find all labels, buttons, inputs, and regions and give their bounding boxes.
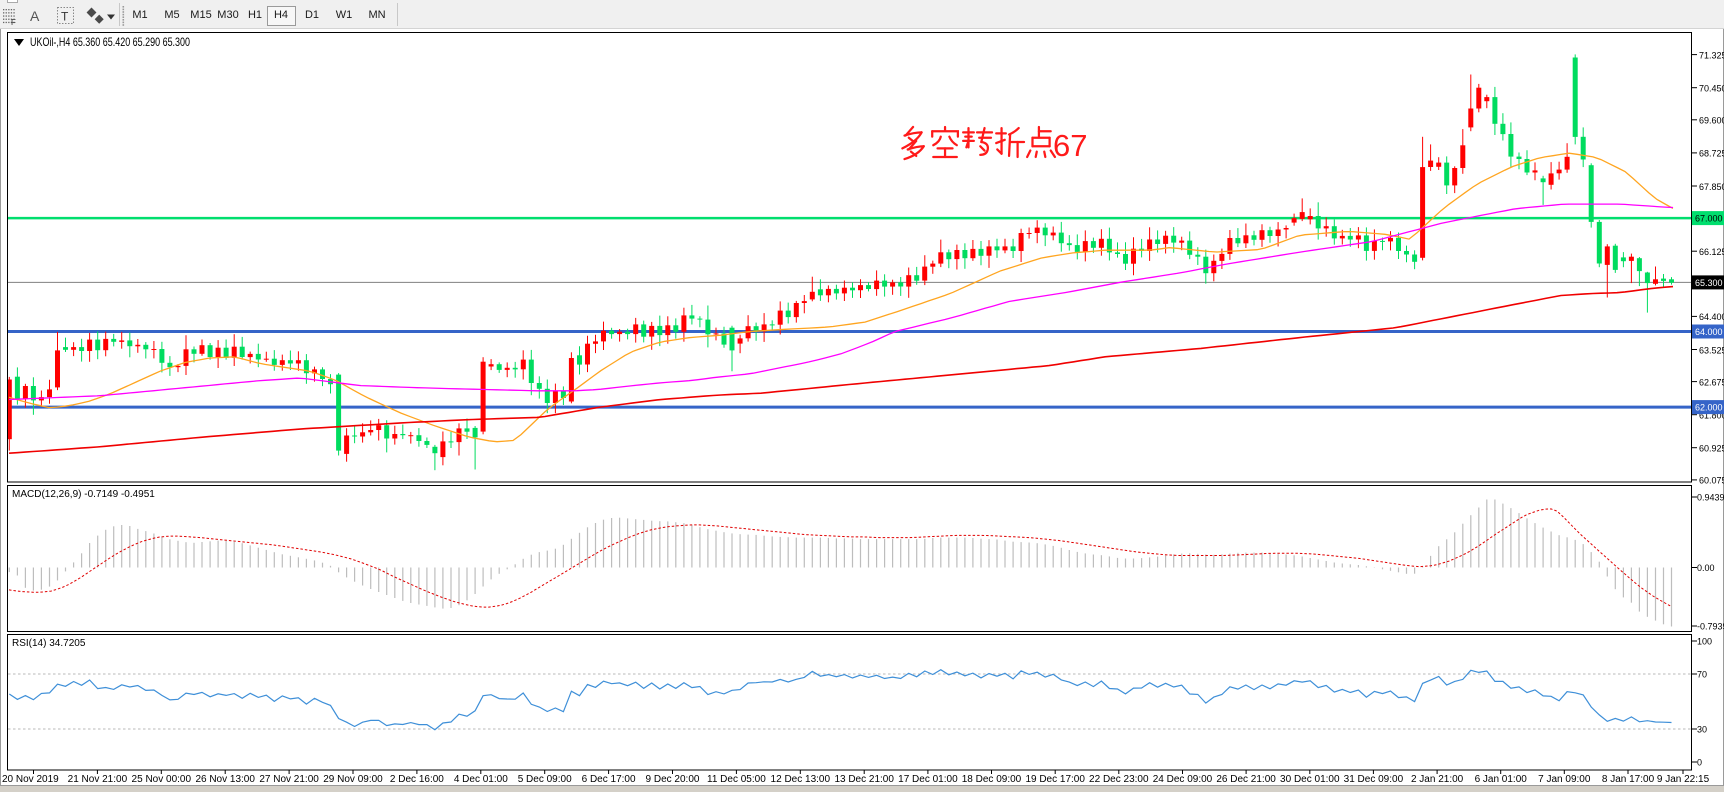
svg-text:24 Dec 09:00: 24 Dec 09:00 <box>1153 774 1213 785</box>
svg-text:11 Dec 05:00: 11 Dec 05:00 <box>707 774 766 785</box>
svg-text:70: 70 <box>1697 670 1707 680</box>
svg-text:5 Dec 09:00: 5 Dec 09:00 <box>518 774 572 785</box>
svg-text:60.075: 60.075 <box>1699 476 1724 486</box>
svg-text:-0.7939: -0.7939 <box>1697 622 1724 632</box>
svg-text:9 Jan 22:15: 9 Jan 22:15 <box>1657 774 1710 785</box>
svg-text:67.000: 67.000 <box>1695 214 1723 224</box>
svg-text:2 Dec 16:00: 2 Dec 16:00 <box>390 774 444 785</box>
svg-text:30 Dec 01:00: 30 Dec 01:00 <box>1280 774 1340 785</box>
svg-text:22 Dec 23:00: 22 Dec 23:00 <box>1089 774 1149 785</box>
svg-text:26 Nov 13:00: 26 Nov 13:00 <box>195 774 255 785</box>
svg-text:MACD(12,26,9) -0.7149 -0.4951: MACD(12,26,9) -0.7149 -0.4951 <box>12 489 155 500</box>
svg-text:31 Dec 09:00: 31 Dec 09:00 <box>1344 774 1404 785</box>
svg-text:12 Dec 13:00: 12 Dec 13:00 <box>771 774 831 785</box>
svg-text:F: F <box>11 18 16 27</box>
svg-text:26 Dec 21:00: 26 Dec 21:00 <box>1216 774 1276 785</box>
svg-text:19 Dec 17:00: 19 Dec 17:00 <box>1025 774 1085 785</box>
svg-text:13 Dec 21:00: 13 Dec 21:00 <box>834 774 894 785</box>
svg-text:61.800: 61.800 <box>1699 411 1724 421</box>
svg-text:71.325: 71.325 <box>1699 50 1724 60</box>
svg-text:RSI(14) 34.7205: RSI(14) 34.7205 <box>12 638 86 649</box>
svg-text:UKOil-,H4 65.360 65.420 65.29: UKOil-,H4 65.360 65.420 65.290 65.300 <box>30 35 190 49</box>
svg-text:60.925: 60.925 <box>1699 444 1724 454</box>
svg-text:4 Dec 01:00: 4 Dec 01:00 <box>454 774 508 785</box>
svg-text:62.675: 62.675 <box>1699 377 1724 387</box>
svg-text:30: 30 <box>1697 725 1707 735</box>
svg-text:18 Dec 09:00: 18 Dec 09:00 <box>962 774 1022 785</box>
svg-text:63.525: 63.525 <box>1699 345 1724 355</box>
svg-text:17 Dec 01:00: 17 Dec 01:00 <box>898 774 958 785</box>
svg-text:62.000: 62.000 <box>1695 403 1723 413</box>
svg-text:67: 67 <box>1053 128 1087 163</box>
svg-text:100: 100 <box>1697 637 1712 647</box>
svg-text:0.9439: 0.9439 <box>1697 493 1724 503</box>
svg-text:69.600: 69.600 <box>1699 116 1724 126</box>
svg-text:27 Nov 21:00: 27 Nov 21:00 <box>259 774 319 785</box>
svg-text:64.000: 64.000 <box>1695 327 1723 337</box>
svg-text:6 Dec 17:00: 6 Dec 17:00 <box>582 774 636 785</box>
svg-text:0: 0 <box>1697 758 1702 768</box>
svg-text:9 Dec 20:00: 9 Dec 20:00 <box>646 774 700 785</box>
svg-text:6 Jan 01:00: 6 Jan 01:00 <box>1475 774 1528 785</box>
svg-text:T: T <box>61 10 69 24</box>
svg-text:8 Jan 17:00: 8 Jan 17:00 <box>1602 774 1655 785</box>
svg-text:70.450: 70.450 <box>1699 84 1724 94</box>
svg-text:25 Nov 00:00: 25 Nov 00:00 <box>132 774 192 785</box>
svg-text:66.125: 66.125 <box>1699 247 1724 257</box>
svg-text:64.400: 64.400 <box>1699 312 1724 322</box>
svg-text:65.300: 65.300 <box>1695 278 1723 288</box>
svg-text:29 Nov 09:00: 29 Nov 09:00 <box>323 774 383 785</box>
svg-text:7 Jan 09:00: 7 Jan 09:00 <box>1538 774 1591 785</box>
svg-text:2 Jan 21:00: 2 Jan 21:00 <box>1411 774 1464 785</box>
svg-text:68.725: 68.725 <box>1699 149 1724 159</box>
svg-text:21 Nov 21:00: 21 Nov 21:00 <box>68 774 128 785</box>
svg-text:20 Nov 2019: 20 Nov 2019 <box>2 774 59 785</box>
svg-text:0.00: 0.00 <box>1697 563 1715 573</box>
svg-text:A: A <box>30 8 40 24</box>
svg-text:67.850: 67.850 <box>1699 182 1724 192</box>
